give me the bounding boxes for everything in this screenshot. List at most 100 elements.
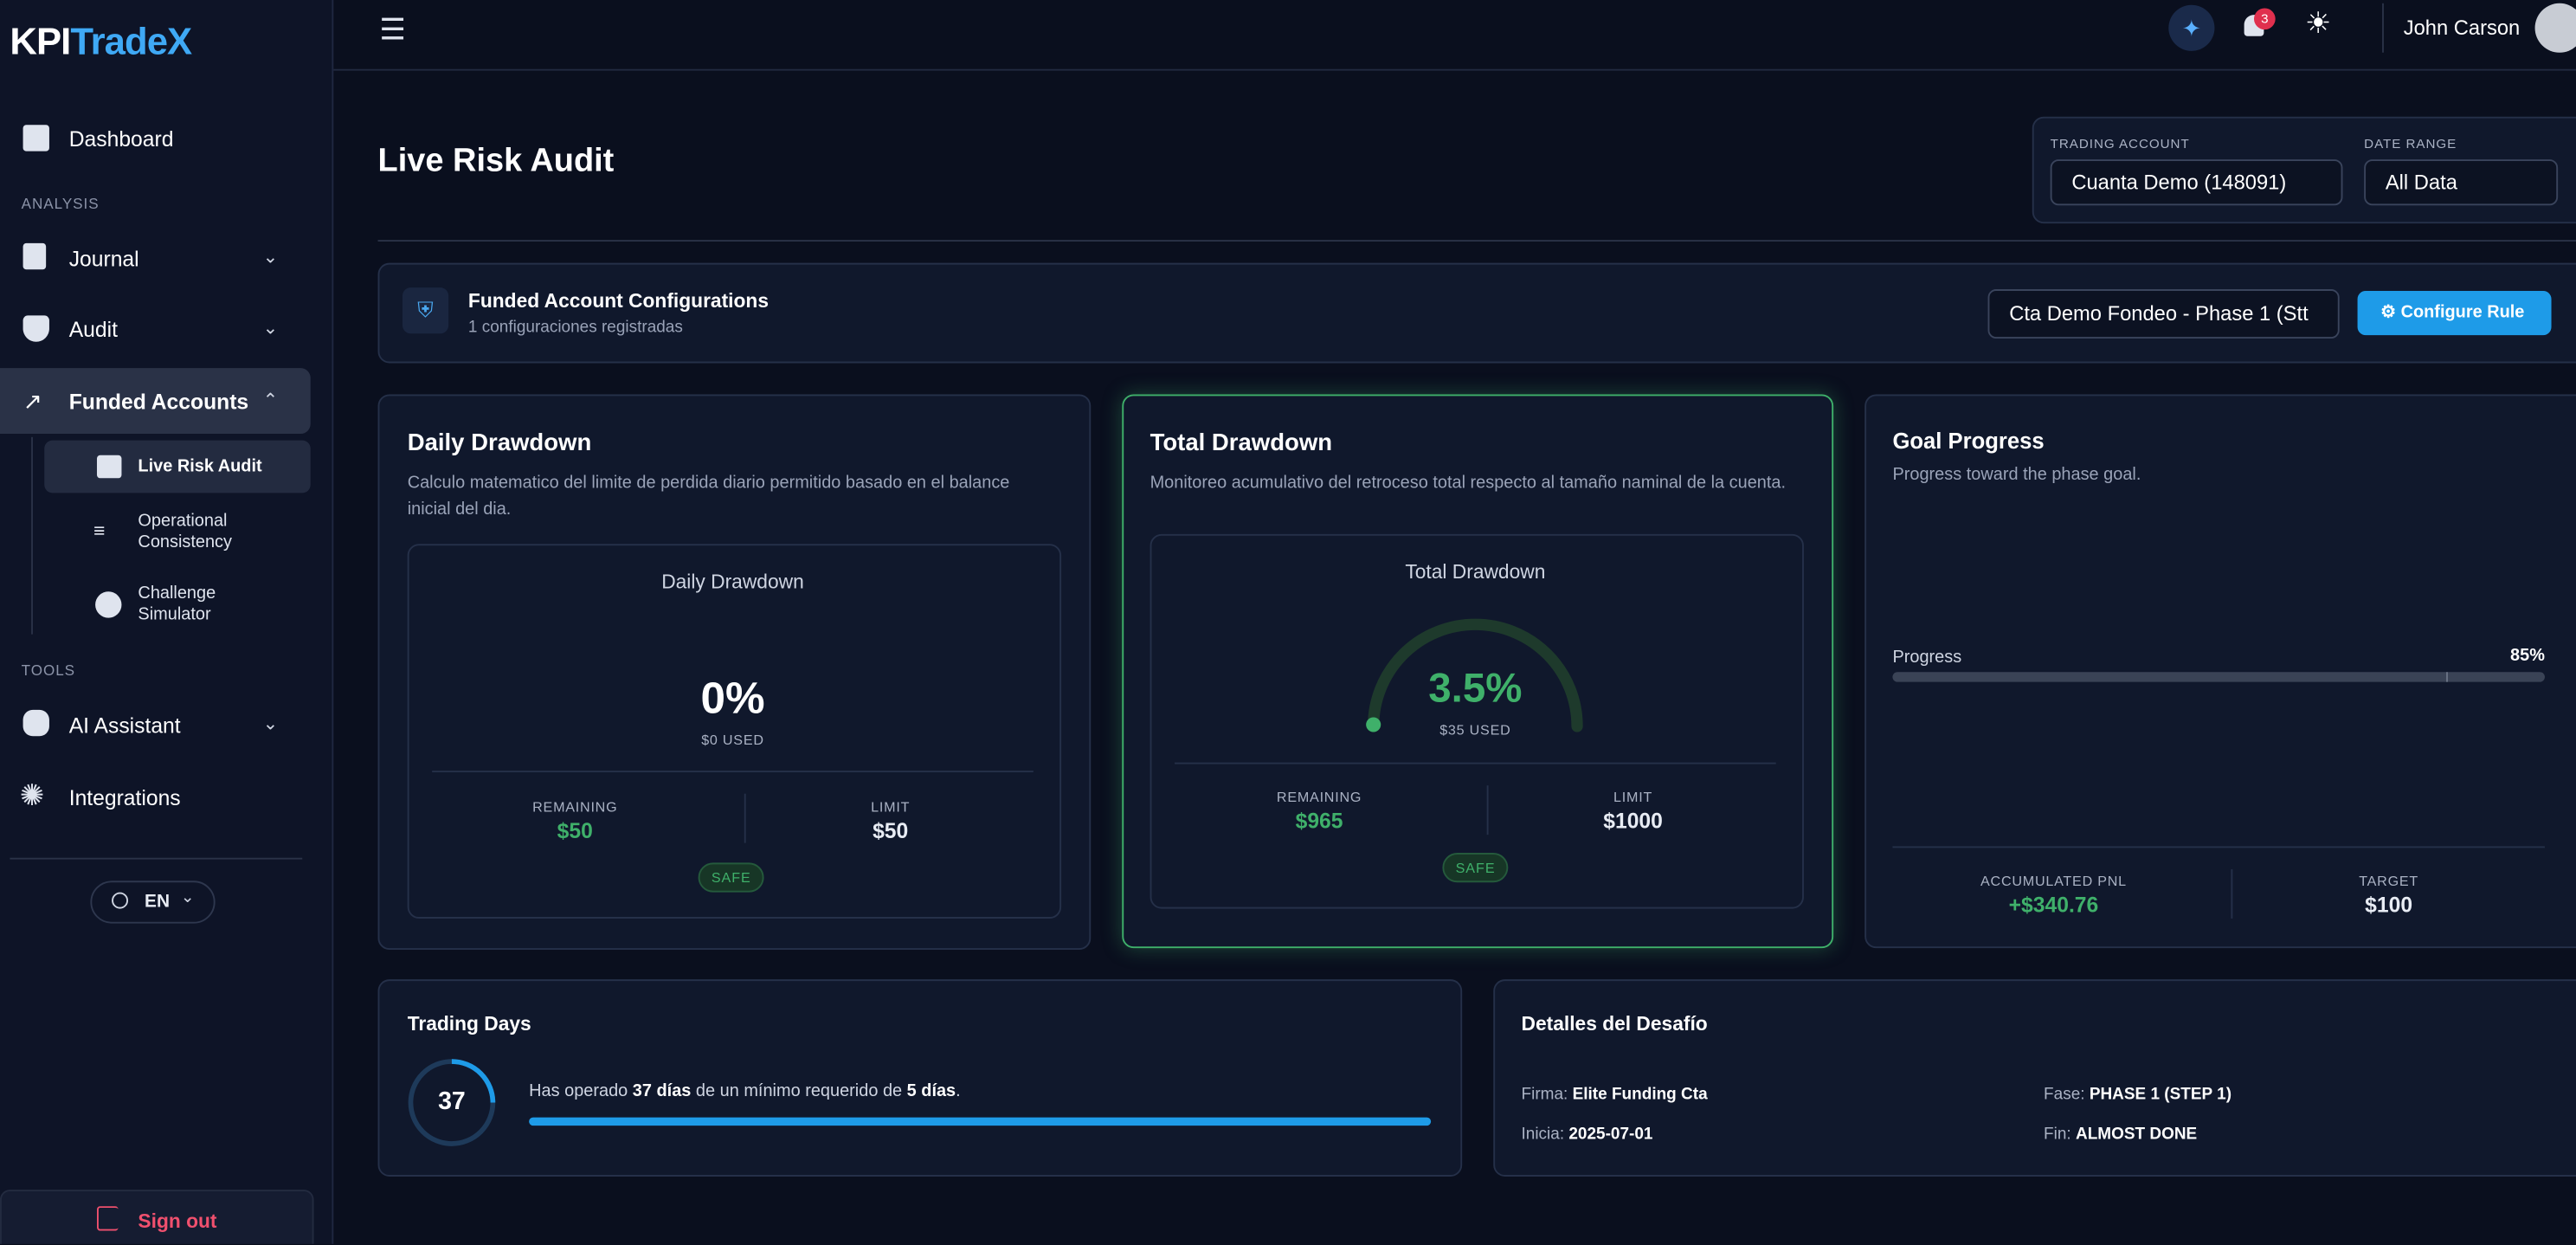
detail-value: PHASE 1 (STEP 1) xyxy=(2089,1086,2232,1105)
days-count: 37 xyxy=(438,1087,466,1116)
account-select[interactable]: Cuanta Demo (148091) xyxy=(2050,159,2343,206)
sidebar: KPITradeX Dashboard ANALYSIS Journal ⌄ A… xyxy=(0,0,334,1244)
stat-label: ACCUMULATED PNL xyxy=(1980,872,2127,889)
nav-live-risk[interactable]: Live Risk Audit xyxy=(138,456,262,477)
daily-inner xyxy=(407,544,1062,919)
detail-label: Fase: xyxy=(2044,1086,2085,1105)
signout-label: Sign out xyxy=(138,1209,217,1233)
section-label: TOOLS xyxy=(21,661,76,679)
button-text: Configure Rule xyxy=(2400,302,2525,323)
chevron[interactable]: ⌄ xyxy=(262,248,279,268)
card-title: Goal Progress xyxy=(1892,429,2045,454)
nav-funded[interactable]: Funded Accounts xyxy=(68,389,249,415)
logo[interactable]: KPITradeX xyxy=(10,19,192,64)
stat-label: TARGET xyxy=(2359,872,2419,889)
days-ring xyxy=(408,1059,496,1146)
language-selector[interactable] xyxy=(90,881,216,924)
configure-button[interactable] xyxy=(2357,290,2552,336)
notification-badge: 3 xyxy=(2254,8,2276,30)
icon xyxy=(96,1206,119,1231)
stat-label: REMAINING xyxy=(532,798,618,816)
range-select[interactable]: All Data xyxy=(2364,159,2559,206)
progress-marker xyxy=(2446,672,2449,682)
chevron[interactable]: ⌄ xyxy=(262,714,279,735)
detail-value: Elite Funding Cta xyxy=(1572,1086,1708,1105)
logo-part: TradeX xyxy=(70,19,192,63)
divider xyxy=(432,771,1034,773)
stat-label: LIMIT xyxy=(1613,789,1653,806)
card-desc: Calculo matematico del limite de perdida… xyxy=(407,473,1010,519)
icon xyxy=(23,242,47,270)
icon xyxy=(23,125,49,152)
icon xyxy=(23,709,49,737)
text: Has operado xyxy=(529,1081,633,1101)
configure-label: ⚙ Configure Rule xyxy=(2380,302,2525,323)
stat-value: $965 xyxy=(1295,808,1343,834)
text: 5 días xyxy=(906,1081,956,1101)
progress-track xyxy=(1892,672,2545,682)
card-title: Detalles del Desafío xyxy=(1521,1012,1708,1035)
gauge xyxy=(1366,618,1583,732)
icon: ↗ xyxy=(23,387,42,415)
days-text: Has operado 37 días de un mínimo requeri… xyxy=(529,1081,961,1101)
config-select[interactable]: Cta Demo Fondeo - Phase 1 (Stt xyxy=(1987,289,2340,339)
page-title: Live Risk Audit xyxy=(377,143,615,179)
chevron[interactable]: ⌄ xyxy=(262,319,279,339)
progress-label: Progress xyxy=(1892,647,1962,668)
detail-label: Inicia: xyxy=(1521,1126,1565,1144)
menu-button[interactable]: ☰ xyxy=(379,13,407,47)
icon: ✺ xyxy=(19,778,45,812)
stat-value: $100 xyxy=(2365,892,2413,918)
text: de un mínimo requerido de xyxy=(691,1081,907,1101)
header-border xyxy=(333,68,2576,71)
status-badge: SAFE xyxy=(698,862,764,893)
icon: ≡ xyxy=(93,519,106,543)
divider xyxy=(1486,785,1489,835)
chevron: ⌄ xyxy=(180,888,195,907)
divider xyxy=(377,240,2576,242)
filter-label: DATE RANGE xyxy=(2364,136,2457,152)
nav-active-bg xyxy=(0,368,311,435)
signout-button[interactable] xyxy=(0,1190,314,1244)
days-card xyxy=(377,979,1463,1177)
divider xyxy=(10,857,303,860)
card-title: Daily Drawdown xyxy=(407,430,592,457)
ai-button[interactable]: ✦ xyxy=(2168,4,2215,51)
gauge-dot xyxy=(1366,717,1381,732)
nav-consistency[interactable]: Operational Consistency xyxy=(138,511,232,552)
chevron[interactable]: ⌃ xyxy=(262,390,279,411)
divider xyxy=(2382,3,2384,53)
nav-simulator[interactable]: Challenge Simulator xyxy=(138,583,216,625)
config-subtitle: 1 configuraciones registradas xyxy=(467,319,683,338)
stat-value: $50 xyxy=(557,818,593,843)
shield-icon: ⛨ xyxy=(402,287,449,334)
card-desc: Progress toward the phase goal. xyxy=(1892,465,2141,485)
text: . xyxy=(956,1081,961,1101)
nav-audit[interactable]: Audit xyxy=(68,317,118,342)
detail: Inicia: 2025-07-01 xyxy=(1522,1126,1653,1144)
nav-ai[interactable]: AI Assistant xyxy=(68,713,181,739)
gauge-track xyxy=(1368,618,1583,732)
days-bar xyxy=(529,1117,1432,1126)
icon xyxy=(95,591,122,618)
nav-dashboard[interactable]: Dashboard xyxy=(68,126,174,152)
icon xyxy=(96,455,122,479)
divider xyxy=(1892,846,2545,848)
avatar[interactable] xyxy=(2534,3,2576,53)
card-title: Total Drawdown xyxy=(1150,430,1333,457)
divider xyxy=(744,793,746,843)
stat-value: +$340.76 xyxy=(2008,892,2099,918)
daily-card xyxy=(377,394,1092,951)
theme-toggle[interactable]: ☀ xyxy=(2304,6,2332,40)
drawdown-value: 3.5% xyxy=(1428,665,1523,712)
ring-arc xyxy=(451,1059,496,1103)
stat-label: LIMIT xyxy=(871,798,911,816)
user-name[interactable]: John Carson xyxy=(2403,16,2521,40)
logo-part: KPI xyxy=(10,19,71,63)
inner-title: Total Drawdown xyxy=(1405,560,1546,584)
nav-journal[interactable]: Journal xyxy=(68,246,139,272)
drawdown-value: 0% xyxy=(700,674,765,724)
nav-integrations[interactable]: Integrations xyxy=(68,785,181,810)
detail: Firma: Elite Funding Cta xyxy=(1522,1087,1708,1105)
